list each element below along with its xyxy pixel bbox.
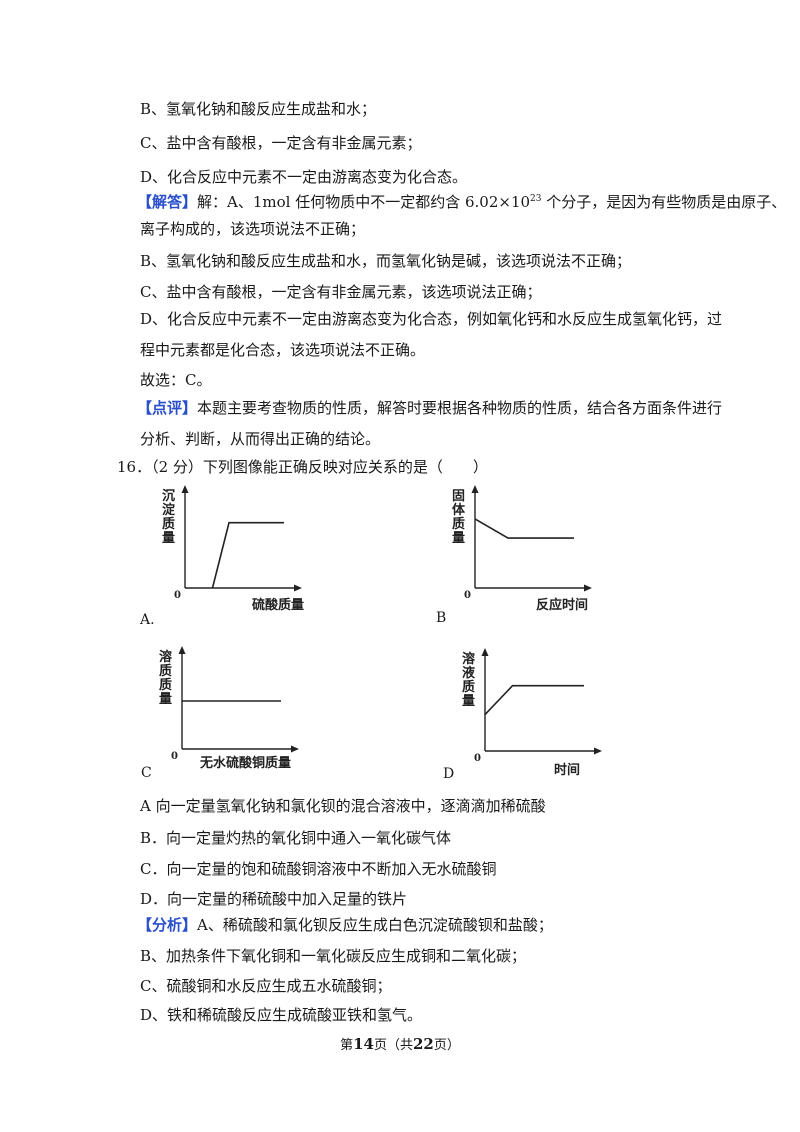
graph-d-curve (484, 684, 584, 716)
option-c: C、盐中含有酸根，一定含有非金属元素； (140, 134, 422, 152)
page-total: 22 (413, 1035, 434, 1053)
y-axis-label-2: 淀 (162, 502, 176, 518)
y-axis-label-2: 质 (159, 663, 172, 679)
answer-a-text-end: 个分子，是因为有些物质是由原子、 (541, 193, 787, 211)
y-axis-label-4: 量 (462, 694, 475, 709)
answer-d-line-1: D、化合反应中元素不一定由游离态变为化合态，例如氧化钙和水反应生成氢氧化钙，过 (140, 310, 723, 328)
graph-b: 固 体 质 量 0 反应时间 (450, 482, 610, 614)
page-footer: 第14页（共22页） (0, 1034, 800, 1053)
q16-option-a: A 向一定量氢氧化钠和氯化钡的混合溶液中，逐滴滴加稀硫酸 (140, 797, 546, 815)
graph-c-svg: 溶 质 质 量 0 无水硫酸铜质量 (159, 646, 299, 771)
page-number: 14 (353, 1035, 374, 1053)
axes (178, 646, 299, 753)
answer-line-1: 【解答】解：A、1mol 任何物质中不一定都约含 6.02×1023 个分子，是… (137, 193, 786, 211)
graph-a: 沉 淀 质 量 0 硫酸质量 (160, 482, 320, 614)
analysis-tag: 【分析】 (137, 916, 198, 934)
graph-b-svg: 固 体 质 量 0 反应时间 (452, 485, 592, 613)
x-axis-label: 反应时间 (536, 597, 588, 613)
answer-choice: 故选：C。 (140, 371, 212, 389)
answer-tag: 【解答】 (137, 193, 198, 211)
graph-d-svg: 溶 液 质 量 0 时间 (462, 648, 602, 778)
axes (181, 485, 302, 592)
y-axis-label-3: 质 (452, 516, 465, 532)
x-axis-label: 硫酸质量 (252, 597, 304, 613)
comment-tag: 【点评】 (137, 399, 198, 417)
q16-option-c: C．向一定量的饱和硫酸铜溶液中不断加入无水硫酸铜 (140, 860, 497, 878)
graph-a-svg: 沉 淀 质 量 0 硫酸质量 (162, 485, 304, 613)
origin-label: 0 (464, 590, 471, 601)
graph-d-label: D (443, 766, 455, 782)
analysis-b: B、加热条件下氧化铜和一氧化碳反应生成铜和二氧化碳； (140, 947, 527, 965)
analysis-d: D、铁和稀硫酸反应生成硫酸亚铁和氢气。 (140, 1006, 423, 1024)
graph-c: 溶 质 质 量 0 无水硫酸铜质量 (157, 643, 322, 775)
axes (481, 648, 602, 755)
q16-option-d: D．向一定量的稀硫酸中加入足量的铁片 (140, 890, 408, 908)
graph-a-label: A. (140, 612, 155, 628)
q16-option-b: B．向一定量灼热的氧化铜中通入一氧化碳气体 (140, 829, 452, 847)
option-d: D、化合反应中元素不一定由游离态变为化合态。 (140, 168, 468, 186)
comment-line-2: 分析、判断，从而得出正确的结论。 (140, 430, 381, 448)
analysis-line-1: 【分析】A、稀硫酸和氯化钡反应生成白色沉淀硫酸钡和盐酸； (137, 916, 553, 934)
origin-label: 0 (474, 753, 481, 764)
answer-d-line-2: 程中元素都是化合态，该选项说法不正确。 (140, 341, 426, 359)
y-axis-label-1: 沉 (162, 488, 175, 504)
answer-line-2: 离子构成的，该选项说法不正确； (140, 220, 366, 238)
origin-label: 0 (174, 590, 181, 601)
axes (471, 485, 592, 592)
x-axis-label: 时间 (554, 762, 580, 778)
graph-b-curve (474, 518, 574, 539)
origin-label: 0 (171, 751, 178, 762)
y-axis-label-3: 质 (462, 679, 475, 695)
graph-a-curve (211, 521, 284, 589)
footer-pre: 第 (340, 1038, 354, 1053)
y-axis-label-1: 固 (452, 489, 465, 504)
y-axis-label-2: 液 (462, 665, 475, 681)
y-axis-label-4: 量 (162, 531, 175, 546)
answer-c: C、盐中含有酸根，一定含有非金属元素，该选项说法正确； (140, 283, 542, 301)
graph-d: 溶 液 质 量 0 时间 (460, 645, 620, 778)
graph-b-label: B (436, 610, 447, 626)
footer-post: 页） (433, 1038, 460, 1053)
question-16-stem: 16．（2 分）下列图像能正确反映对应关系的是（ ） (117, 458, 488, 476)
graph-c-label: C (141, 765, 152, 781)
y-axis-label-4: 量 (452, 531, 465, 546)
analysis-c: C、硫酸铜和水反应生成五水硫酸铜； (140, 977, 392, 995)
y-axis-label-2: 体 (452, 502, 466, 518)
y-axis-label-3: 质 (159, 677, 172, 693)
y-axis-label-4: 量 (159, 692, 172, 707)
comment-text: 本题主要考查物质的性质，解答时要根据各种物质的性质，结合各方面条件进行 (197, 399, 723, 417)
comment-line-1: 【点评】本题主要考查物质的性质，解答时要根据各种物质的性质，结合各方面条件进行 (137, 399, 722, 417)
footer-mid: 页（共 (373, 1038, 413, 1053)
exponent: 23 (530, 194, 542, 204)
x-axis-label: 无水硫酸铜质量 (199, 755, 291, 771)
y-axis-label-3: 质 (162, 516, 175, 532)
analysis-a-text: A、稀硫酸和氯化钡反应生成白色沉淀硫酸钡和盐酸； (197, 916, 553, 934)
answer-b: B、氢氧化钠和酸反应生成盐和水，而氢氧化钠是碱，该选项说法不正确； (140, 252, 632, 270)
y-axis-label-1: 溶 (462, 651, 475, 667)
option-b: B、氢氧化钠和酸反应生成盐和水； (140, 100, 377, 118)
y-axis-label-1: 溶 (159, 649, 172, 665)
answer-a-text: 解：A、1mol 任何物质中不一定都约含 6.02×10 (197, 193, 531, 211)
